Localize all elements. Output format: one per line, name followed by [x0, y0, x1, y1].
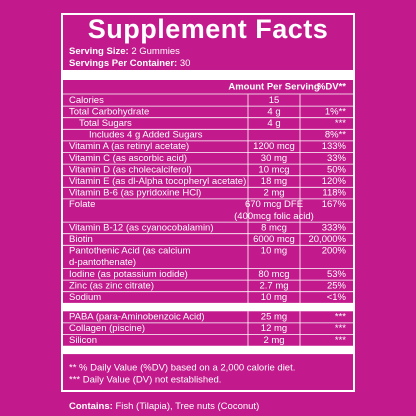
servings-value: 30 [180, 58, 191, 69]
nutrient-name: Vitamin E (as dl-Alpha tocopheryl acetat… [69, 176, 246, 187]
nutrient-name: Pantothenic Acid (as calcium [69, 246, 191, 257]
daily-value: 25% [327, 280, 347, 291]
nutrient-name: Sodium [69, 292, 101, 303]
nutrient-name: Silicon [69, 335, 97, 346]
servings: Servings Per Container: 30 [69, 58, 190, 69]
nutrient-name: Vitamin A (as retinyl acetate) [69, 141, 189, 152]
nutrient-name: Total Carbohydrate [69, 106, 149, 117]
thick-rule [62, 303, 354, 312]
daily-value: *** [335, 312, 346, 323]
amount: 10 mcg [258, 164, 289, 175]
amount: 2 mg [263, 188, 284, 199]
serving-size: Serving Size: 2 Gummies [69, 46, 180, 57]
daily-value: 120% [322, 176, 347, 187]
amount: (400mcg folic acid) [234, 211, 314, 222]
label-border [61, 13, 355, 392]
nutrient-name: Calories [69, 95, 104, 106]
daily-value: 118% [322, 188, 346, 199]
amount: 80 mcg [258, 269, 289, 280]
daily-value: 133% [322, 141, 347, 152]
daily-value: *** [335, 118, 346, 129]
daily-value: *** [335, 335, 346, 346]
footnote: *** Daily Value (DV) not established. [69, 375, 221, 386]
contains-value: Fish (Tilapia), Tree nuts (Coconut) [115, 401, 259, 412]
nutrient-name: Zinc (as zinc citrate) [69, 280, 154, 291]
daily-value: 333% [322, 222, 347, 233]
nutrient-name: Vitamin B-6 (as pyridoxine HCl) [69, 188, 201, 199]
nutrient-name: Vitamin D (as cholecalciferol) [69, 164, 192, 175]
contains-label: Contains: [69, 401, 113, 412]
daily-value: 20,000% [308, 234, 346, 245]
amount: 2.7 mg [259, 280, 288, 291]
daily-value: 1%** [325, 106, 346, 117]
amount: 30 mg [261, 153, 287, 164]
rows: Calories 15 Total Carbohydrate 4 g 1%** Total… [62, 94, 354, 355]
daily-value: 50% [327, 164, 347, 175]
daily-value: <1% [327, 292, 347, 303]
nutrient-name: Total Sugars [79, 118, 132, 129]
nutrient-name: Biotin [69, 234, 93, 245]
contains: Contains: Fish (Tilapia), Tree nuts (Coc… [69, 401, 259, 412]
header-dv: %DV** [317, 82, 346, 93]
nutrient-name: Vitamin B-12 (as cyanocobalamin) [69, 222, 214, 233]
serving-size-value: 2 Gummies [131, 46, 180, 57]
nutrient-name: Vitamin C (as ascorbic acid) [69, 153, 187, 164]
servings-label: Servings Per Container: [69, 58, 177, 69]
amount: 12 mg [261, 323, 287, 334]
serving-size-label: Serving Size: [69, 46, 129, 57]
daily-value: 167% [322, 199, 347, 210]
amount: 2 mg [263, 335, 284, 346]
nutrient-name: d-pantothenate) [69, 257, 136, 268]
daily-value: 33% [327, 153, 347, 164]
amount: 18 mg [261, 176, 287, 187]
nutrient-name: Iodine (as potassium iodide) [69, 269, 188, 280]
amount: 1200 mcg [253, 141, 295, 152]
amount: 4 g [267, 118, 280, 129]
amount: 10 mg [261, 292, 287, 303]
amount: 4 g [267, 106, 280, 117]
thick-rule [62, 346, 354, 355]
daily-value: 8%** [325, 130, 346, 141]
amount: 25 mg [261, 312, 287, 323]
daily-value: *** [335, 323, 346, 334]
amount: 670 mcg DFE [245, 199, 303, 210]
daily-value: 200% [322, 246, 347, 257]
amount: 6000 mcg [253, 234, 295, 245]
title: Supplement Facts [88, 14, 329, 44]
amount: 15 [269, 95, 280, 106]
amount: 10 mg [261, 246, 287, 257]
nutrient-name: Includes 4 g Added Sugars [89, 130, 203, 141]
footnote: ** % Daily Value (%DV) based on a 2,000 … [69, 363, 295, 374]
header-amount: Amount Per Serving [228, 82, 320, 93]
nutrient-name: Folate [69, 199, 95, 210]
nutrient-name: Collagen (piscine) [69, 323, 145, 334]
thick-rule [62, 70, 354, 80]
nutrient-name: PABA (para-Aminobenzoic Acid) [69, 312, 205, 323]
amount: 8 mcg [261, 222, 287, 233]
daily-value: 53% [327, 269, 347, 280]
